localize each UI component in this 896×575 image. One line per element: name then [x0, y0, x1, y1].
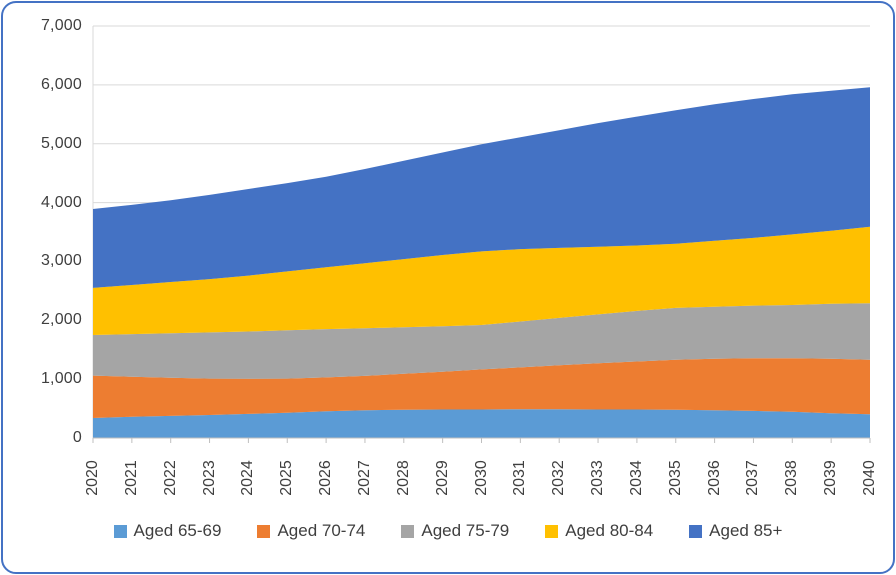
- area-series-aged-70-74: [93, 358, 870, 418]
- x-tick-label: 2033: [589, 460, 607, 496]
- area-series-aged-80-84: [93, 226, 870, 335]
- x-tick-label: 2023: [200, 460, 218, 496]
- x-tick-label: 2027: [355, 460, 373, 496]
- area-series-aged-65-69: [93, 409, 870, 438]
- area-series-aged-85-: [93, 87, 870, 288]
- legend-item-aged-75-79: Aged 75-79: [401, 521, 509, 541]
- x-tick-label: 2020: [84, 460, 101, 496]
- x-tick-label: 2026: [317, 460, 335, 496]
- x-tick-label: 2038: [783, 460, 801, 496]
- legend-swatch-icon: [401, 524, 415, 538]
- x-tick-label: 2040: [861, 460, 878, 496]
- y-tick-label: 5,000: [40, 134, 82, 152]
- x-tick-label: 2030: [472, 460, 490, 496]
- x-tick-label: 2021: [122, 460, 140, 496]
- legend-label: Aged 80-84: [565, 521, 654, 540]
- x-tick-label: 2036: [705, 460, 723, 496]
- x-tick-label: 2029: [433, 460, 451, 496]
- x-tick-label: 2031: [511, 460, 529, 496]
- x-tick-label: 2039: [822, 460, 840, 496]
- x-tick-label: 2037: [744, 460, 762, 496]
- area-series-aged-75-79: [93, 303, 870, 379]
- legend-label: Aged 70-74: [277, 521, 366, 540]
- legend-swatch-icon: [545, 524, 559, 538]
- x-tick-label: 2034: [627, 460, 645, 496]
- y-tick-label: 6,000: [40, 75, 82, 93]
- y-tick-label: 7,000: [40, 17, 82, 34]
- y-tick-label: 2,000: [40, 311, 82, 329]
- x-tick-label: 2025: [278, 460, 296, 496]
- legend-item-aged-70-74: Aged 70-74: [257, 521, 365, 541]
- legend-label: Aged 85+: [709, 521, 783, 540]
- x-tick-label: 2024: [239, 460, 257, 496]
- legend-label: Aged 75-79: [421, 521, 510, 540]
- x-tick-label: 2022: [161, 460, 179, 496]
- legend-item-aged-85-: Aged 85+: [689, 521, 782, 541]
- x-tick-label: 2032: [550, 460, 568, 496]
- y-tick-label: 3,000: [40, 252, 82, 270]
- x-tick-label: 2028: [394, 460, 412, 496]
- legend: Aged 65-69 Aged 70-74 Aged 75-79 Aged 80-84…: [0, 521, 896, 541]
- y-tick-label: 4,000: [40, 193, 82, 211]
- legend-item-aged-80-84: Aged 80-84: [545, 521, 653, 541]
- y-tick-label: 0: [72, 429, 82, 446]
- legend-label: Aged 65-69: [133, 521, 222, 540]
- y-tick-label: 1,000: [40, 370, 82, 388]
- legend-swatch-icon: [689, 524, 703, 538]
- legend-swatch-icon: [113, 524, 127, 538]
- legend-swatch-icon: [257, 524, 271, 538]
- x-tick-label: 2035: [666, 460, 684, 496]
- legend-item-aged-65-69: Aged 65-69: [113, 521, 222, 541]
